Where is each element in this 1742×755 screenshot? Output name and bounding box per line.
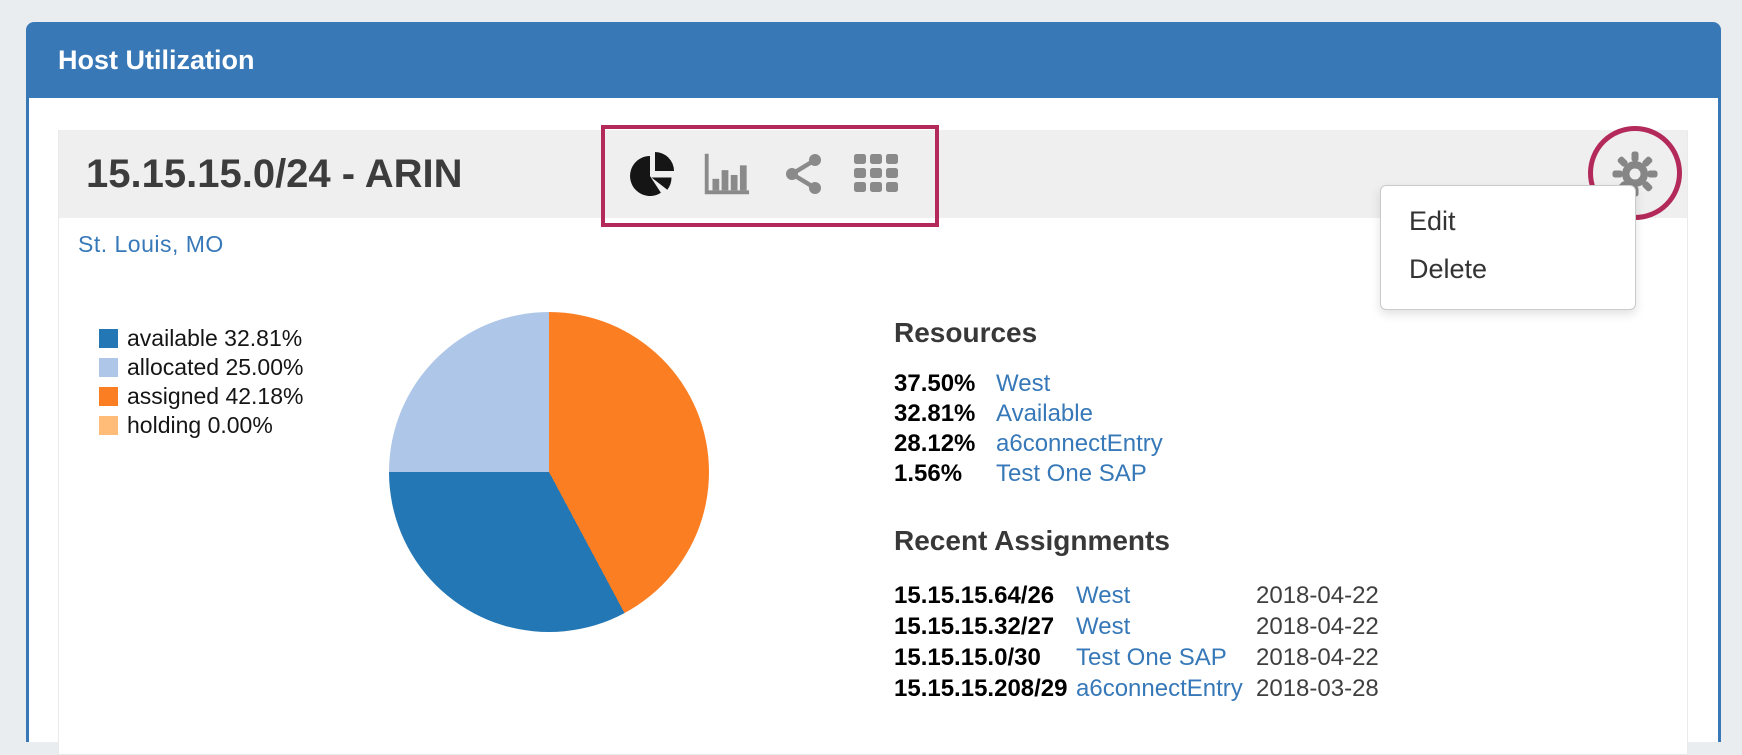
share-icon[interactable]: [782, 152, 826, 201]
resource-link[interactable]: Test One SAP: [996, 460, 1147, 487]
pie-chart-view-icon[interactable]: [628, 150, 676, 203]
location-link[interactable]: St. Louis, MO: [78, 231, 224, 257]
legend-item-allocated: allocated 25.00%: [99, 353, 304, 380]
resource-row: 28.12% a6connectEntry: [894, 429, 1163, 459]
resource-link[interactable]: West: [996, 370, 1051, 397]
menu-item-delete[interactable]: Delete: [1409, 254, 1488, 284]
assignment-row: 15.15.15.0/30 Test One SAP 2018-04-22: [894, 642, 1379, 673]
legend-label: holding 0.00%: [127, 411, 273, 438]
grid-view-icon[interactable]: [853, 151, 899, 202]
legend-item-available: available 32.81%: [99, 324, 303, 351]
legend-swatch-holding: [99, 415, 118, 435]
resources-heading: Resources: [894, 317, 1038, 348]
host-utilization-panel: Host Utilization 15.15.15.0/24 - ARIN: [26, 22, 1721, 755]
assignment-link[interactable]: a6connectEntry: [1076, 675, 1243, 702]
assignment-link[interactable]: West: [1076, 582, 1131, 609]
resources-list: 37.50% West 32.81% Available 28.12% a6conne…: [894, 369, 1163, 489]
legend-item-holding: holding 0.00%: [99, 411, 303, 438]
legend-swatch-assigned: [99, 386, 118, 406]
assignment-link[interactable]: West: [1076, 613, 1131, 640]
assignment-cidr: 15.15.15.32/27: [894, 613, 1055, 640]
assignment-date: 2018-04-22: [1256, 613, 1379, 640]
panel-header: Host Utilization: [29, 22, 1718, 98]
bar-chart-view-icon[interactable]: [699, 148, 751, 205]
assignment-cidr: 15.15.15.64/26: [894, 582, 1055, 609]
assignment-link[interactable]: Test One SAP: [1076, 644, 1227, 671]
gear-dropdown-menu: Edit Delete: [1380, 185, 1636, 310]
assignment-cidr: 15.15.15.208/29: [894, 675, 1068, 702]
assignment-row: 15.15.15.64/26 West 2018-04-22: [894, 580, 1379, 611]
subnet-widget: 15.15.15.0/24 - ARIN: [58, 125, 1688, 755]
menu-item-edit[interactable]: Edit: [1409, 206, 1456, 236]
pie-legend: available 32.81% allocated 25.00% assign…: [99, 324, 304, 443]
resource-row: 37.50% West: [894, 369, 1163, 399]
resource-pct: 37.50%: [894, 370, 976, 397]
legend-item-assigned: assigned 42.18%: [99, 382, 304, 409]
assignment-date: 2018-04-22: [1256, 644, 1379, 671]
assignments-heading: Recent Assignments: [894, 525, 1170, 556]
resource-link[interactable]: a6connectEntry: [996, 430, 1163, 457]
legend-swatch-allocated: [99, 357, 118, 377]
resource-row: 1.56% Test One SAP: [894, 459, 1163, 489]
assignment-cidr: 15.15.15.0/30: [894, 644, 1041, 671]
panel-title: Host Utilization: [58, 45, 255, 75]
assignments-list: 15.15.15.64/26 West 2018-04-22 15.15.15.32…: [894, 580, 1379, 704]
pie-chart: [389, 312, 709, 632]
assignment-date: 2018-04-22: [1256, 582, 1379, 609]
assignment-date: 2018-03-28: [1256, 675, 1379, 702]
legend-label: assigned 42.18%: [127, 382, 304, 409]
resource-link[interactable]: Available: [996, 400, 1093, 427]
legend-swatch-available: [99, 328, 118, 348]
subnet-title: 15.15.15.0/24 - ARIN: [86, 152, 463, 196]
legend-label: allocated 25.00%: [127, 353, 304, 380]
legend-label: available 32.81%: [127, 324, 303, 351]
resource-row: 32.81% Available: [894, 399, 1163, 429]
assignment-row: 15.15.15.32/27 West 2018-04-22: [894, 611, 1379, 642]
assignment-row: 15.15.15.208/29 a6connectEntry 2018-03-28: [894, 673, 1379, 704]
resource-pct: 28.12%: [894, 430, 976, 457]
resource-pct: 1.56%: [894, 460, 963, 487]
resource-pct: 32.81%: [894, 400, 976, 427]
widget-titlebar: 15.15.15.0/24 - ARIN: [59, 125, 1687, 310]
